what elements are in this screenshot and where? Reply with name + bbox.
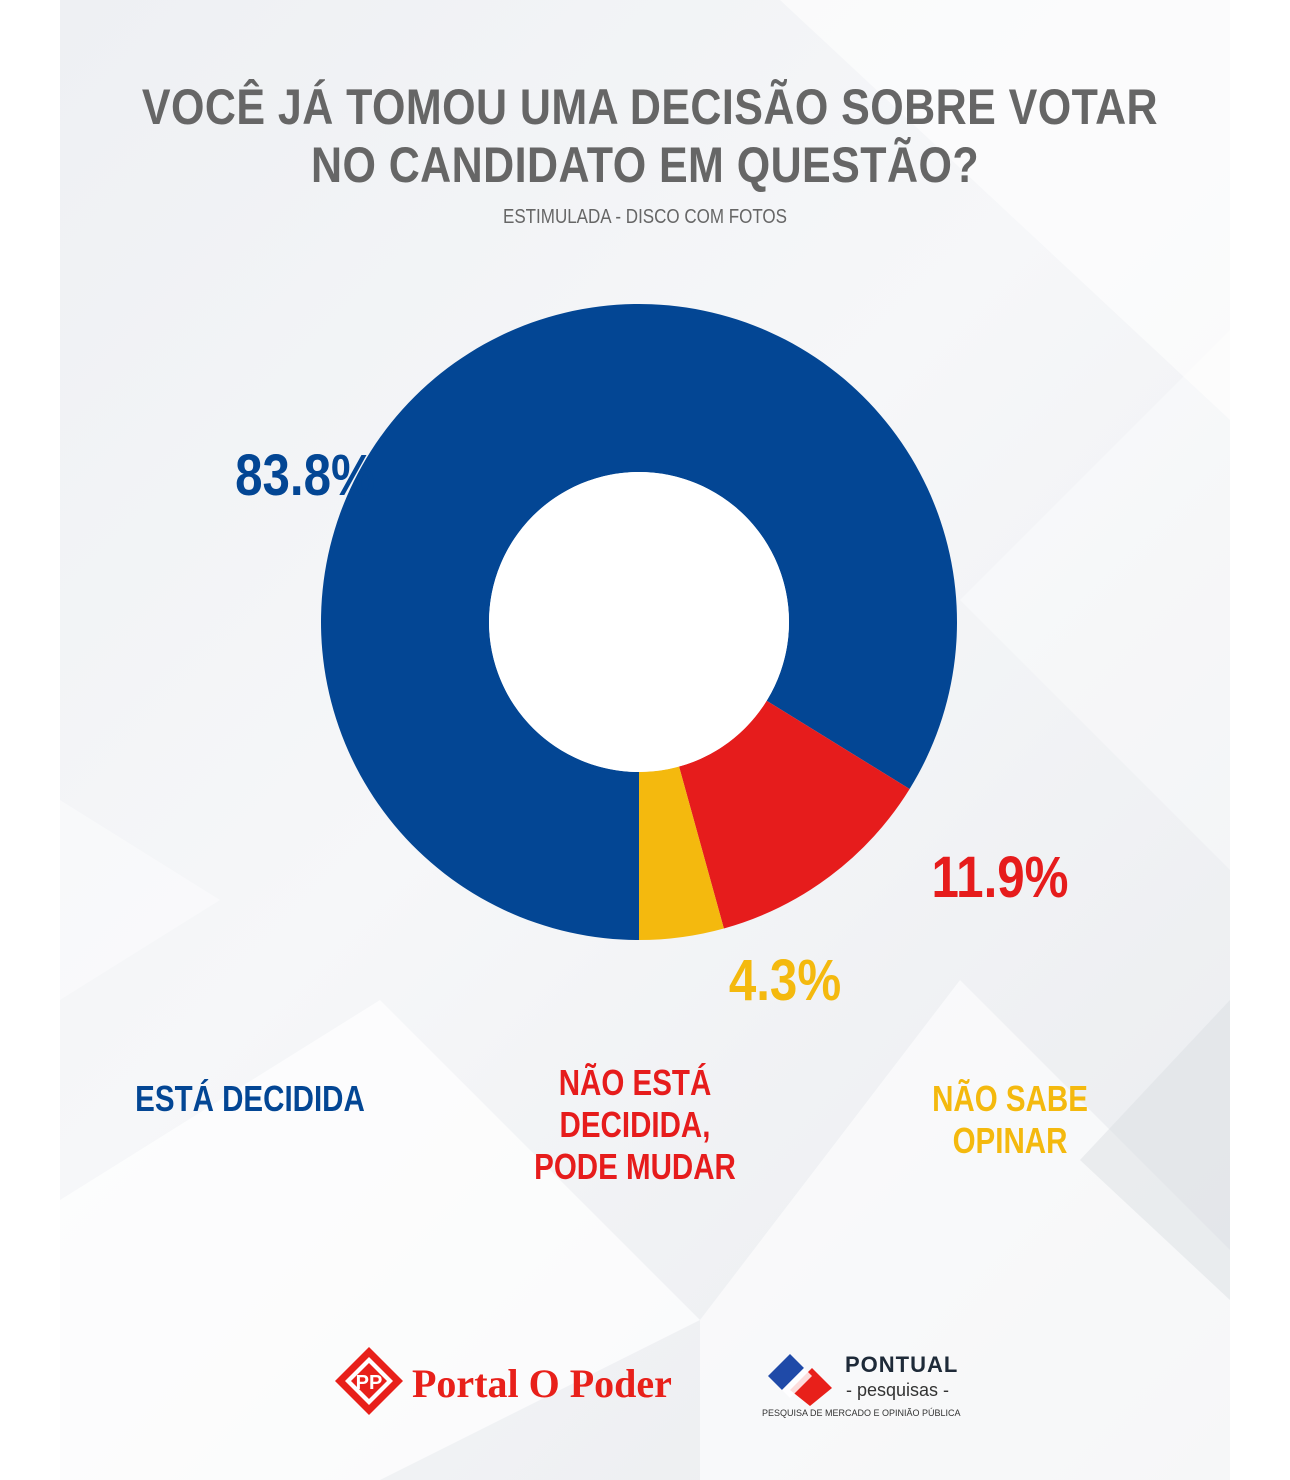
slice-dont-know-value-label: 4.3%: [729, 948, 841, 1013]
portal-logo-icon: PP: [335, 1347, 403, 1415]
pontual-logo-name: PONTUAL: [845, 1352, 959, 1377]
legend-item-undecided: NÃO ESTÁ DECIDIDA, PODE MUDAR: [479, 1062, 791, 1188]
pontual-logo-subtitle: - pesquisas -: [846, 1380, 950, 1400]
chart-subtitle: ESTIMULADA - DISCO COM FOTOS: [502, 206, 788, 228]
slice-decided-value-label: 83.8%: [235, 443, 375, 508]
donut-chart: 83.8% 11.9% 4.3%: [235, 304, 1069, 1013]
logos-footer: PP Portal O Poder PONTUAL - pesquisas - …: [60, 1340, 1230, 1430]
legend-item-undecided-line-1: NÃO ESTÁ DECIDIDA,: [558, 1062, 712, 1145]
slice-dont-know: [639, 766, 724, 940]
poll-card: VOCÊ JÁ TOMOU UMA DECISÃO SOBRE VOTAR NO…: [60, 0, 1230, 1480]
slice-decided: [320, 304, 957, 940]
donut-hole: [489, 472, 789, 772]
legend-item-decided: ESTÁ DECIDIDA: [135, 1078, 365, 1119]
legend-item-dont-know: NÃO SABE OPINAR: [932, 1078, 1088, 1161]
title-line-2: NO CANDIDATO EM QUESTÃO?: [310, 137, 980, 193]
slice-undecided-value-label: 11.9%: [931, 845, 1068, 910]
portal-logo-text: Portal O Poder: [412, 1361, 672, 1406]
pontual-logo-icon: [768, 1354, 832, 1406]
pontual-logo-tagline: PESQUISA DE MERCADO E OPINIÃO PÚBLICA: [762, 1408, 961, 1418]
title-line-1: VOCÊ JÁ TOMOU UMA DECISÃO SOBRE VOTAR: [141, 79, 1159, 135]
legend-item-undecided-line-2: PODE MUDAR: [534, 1146, 736, 1187]
chart-title: VOCÊ JÁ TOMOU UMA DECISÃO SOBRE VOTAR NO…: [141, 78, 1159, 194]
svg-text:PP: PP: [356, 1372, 383, 1394]
slice-undecided: [679, 700, 910, 929]
